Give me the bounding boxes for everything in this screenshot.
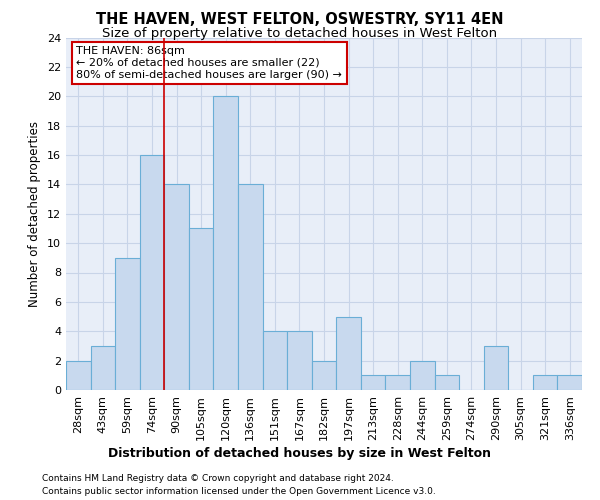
Text: Contains public sector information licensed under the Open Government Licence v3: Contains public sector information licen… xyxy=(42,486,436,496)
Y-axis label: Number of detached properties: Number of detached properties xyxy=(28,120,41,306)
Text: THE HAVEN, WEST FELTON, OSWESTRY, SY11 4EN: THE HAVEN, WEST FELTON, OSWESTRY, SY11 4… xyxy=(96,12,504,28)
Bar xyxy=(263,331,287,390)
Bar xyxy=(336,316,361,390)
Bar xyxy=(410,360,434,390)
Bar xyxy=(287,331,312,390)
Text: Size of property relative to detached houses in West Felton: Size of property relative to detached ho… xyxy=(103,28,497,40)
Text: THE HAVEN: 86sqm
← 20% of detached houses are smaller (22)
80% of semi-detached : THE HAVEN: 86sqm ← 20% of detached house… xyxy=(76,46,342,80)
Bar xyxy=(434,376,459,390)
Bar xyxy=(484,346,508,390)
Text: Contains HM Land Registry data © Crown copyright and database right 2024.: Contains HM Land Registry data © Crown c… xyxy=(42,474,394,483)
Bar xyxy=(164,184,189,390)
Bar xyxy=(214,96,238,390)
Text: Distribution of detached houses by size in West Felton: Distribution of detached houses by size … xyxy=(109,448,491,460)
Bar xyxy=(557,376,582,390)
Bar xyxy=(66,360,91,390)
Bar xyxy=(189,228,214,390)
Bar xyxy=(533,376,557,390)
Bar xyxy=(385,376,410,390)
Bar xyxy=(361,376,385,390)
Bar xyxy=(140,155,164,390)
Bar xyxy=(312,360,336,390)
Bar xyxy=(115,258,140,390)
Bar xyxy=(91,346,115,390)
Bar xyxy=(238,184,263,390)
